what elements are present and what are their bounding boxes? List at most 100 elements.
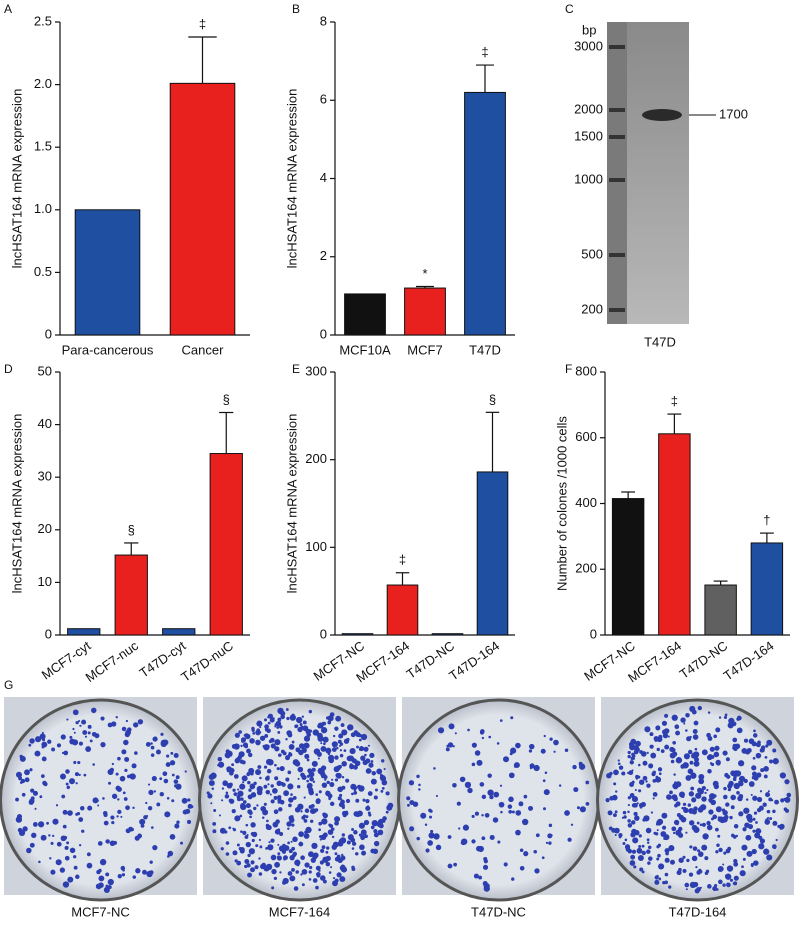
colony xyxy=(180,841,184,845)
colony xyxy=(733,861,739,867)
colony xyxy=(327,829,334,835)
colony xyxy=(751,848,757,855)
colony xyxy=(121,749,127,755)
colony xyxy=(641,870,645,874)
colony xyxy=(544,771,548,775)
colony xyxy=(170,751,174,755)
colony xyxy=(671,826,677,832)
colony xyxy=(631,796,639,803)
colony xyxy=(658,772,662,776)
colony xyxy=(763,766,769,772)
colony xyxy=(741,844,748,851)
colony xyxy=(435,794,439,798)
colony xyxy=(153,790,157,793)
bar xyxy=(74,209,141,336)
colony xyxy=(29,738,35,744)
colony xyxy=(256,720,263,727)
colony xyxy=(660,831,667,837)
colony xyxy=(26,847,32,854)
colony xyxy=(644,726,651,733)
bar xyxy=(464,91,506,336)
colony xyxy=(708,809,714,815)
colony xyxy=(156,802,161,807)
colony xyxy=(299,723,303,726)
colony xyxy=(241,737,247,743)
colony xyxy=(92,797,99,804)
colony xyxy=(773,846,777,850)
colony xyxy=(685,712,690,718)
colony xyxy=(127,727,132,732)
colony xyxy=(347,724,354,731)
colony xyxy=(750,863,754,867)
colony xyxy=(282,880,287,885)
colony xyxy=(150,745,155,750)
colony xyxy=(321,818,328,825)
colony xyxy=(113,840,117,845)
colony xyxy=(775,838,778,842)
colony xyxy=(298,841,304,847)
colony xyxy=(241,775,248,782)
colony xyxy=(62,881,70,888)
colony xyxy=(277,731,281,734)
colony xyxy=(96,869,101,875)
colony xyxy=(248,752,253,758)
colony xyxy=(739,870,746,877)
colony xyxy=(323,742,326,746)
colony xyxy=(240,830,243,833)
colony xyxy=(341,866,348,873)
colony xyxy=(121,726,127,732)
colony xyxy=(725,848,731,854)
colony xyxy=(228,826,232,830)
colony xyxy=(149,860,153,864)
colony xyxy=(336,746,339,750)
colony xyxy=(418,788,421,791)
colony xyxy=(247,872,253,878)
colony xyxy=(373,832,379,838)
colony xyxy=(704,791,707,794)
colony xyxy=(102,810,108,816)
colony xyxy=(382,816,387,821)
colony xyxy=(361,850,367,856)
colony xyxy=(277,843,280,846)
colony xyxy=(236,860,242,866)
colony xyxy=(238,730,242,734)
colony xyxy=(38,860,41,864)
colony xyxy=(667,795,672,800)
colony xyxy=(707,711,711,714)
colony xyxy=(752,733,758,738)
colony xyxy=(87,724,92,729)
colony xyxy=(353,789,357,792)
x-tick-label: T47D xyxy=(469,342,501,357)
colony xyxy=(60,734,66,740)
colony xyxy=(511,810,515,814)
colony xyxy=(365,758,371,764)
colony xyxy=(481,814,484,817)
image-label: MCF7-164 xyxy=(269,904,330,919)
colony xyxy=(270,784,274,788)
colony xyxy=(218,814,221,817)
y-tick-label: 2.5 xyxy=(34,13,52,28)
colony xyxy=(308,729,313,733)
colony xyxy=(636,847,643,854)
colony xyxy=(534,868,540,874)
colony xyxy=(289,875,296,882)
colony xyxy=(681,806,685,810)
colony xyxy=(622,810,627,815)
colony xyxy=(150,753,155,757)
image-label: T47D-164 xyxy=(669,904,727,919)
colony xyxy=(772,809,776,814)
colony xyxy=(225,841,230,845)
band-label: 1700 xyxy=(719,106,748,121)
colony xyxy=(86,852,91,857)
colony xyxy=(339,876,346,883)
colony xyxy=(171,773,175,777)
colony xyxy=(287,770,292,775)
colony xyxy=(751,771,758,777)
colony xyxy=(745,798,749,801)
colony xyxy=(329,782,335,788)
colony xyxy=(132,875,136,879)
colony xyxy=(321,782,328,788)
colony xyxy=(489,834,495,840)
panel-label: C xyxy=(565,2,574,16)
colony xyxy=(297,777,300,780)
